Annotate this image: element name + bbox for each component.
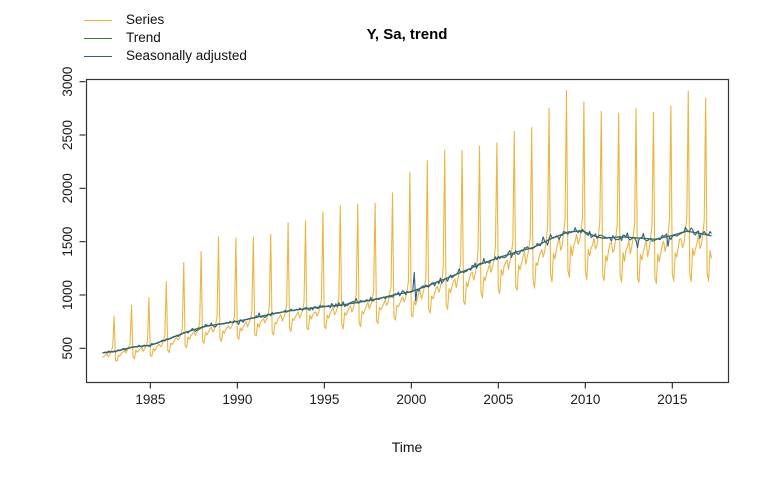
seasonally-adjusted-line-icon (84, 55, 112, 57)
legend-label-series: Series (126, 12, 165, 27)
legend-item-sa: Seasonally adjusted (84, 47, 247, 65)
legend-label-trend: Trend (126, 30, 161, 45)
series-line-icon (84, 19, 112, 21)
x-axis-label: Time (391, 439, 423, 455)
legend: Series Trend Seasonally adjusted (84, 11, 247, 65)
legend-item-trend: Trend (84, 29, 247, 47)
legend-label-sa: Seasonally adjusted (126, 48, 247, 63)
chart-title: Y, Sa, trend (366, 26, 448, 43)
legend-item-series: Series (84, 11, 247, 29)
trend-line-icon (84, 37, 112, 39)
